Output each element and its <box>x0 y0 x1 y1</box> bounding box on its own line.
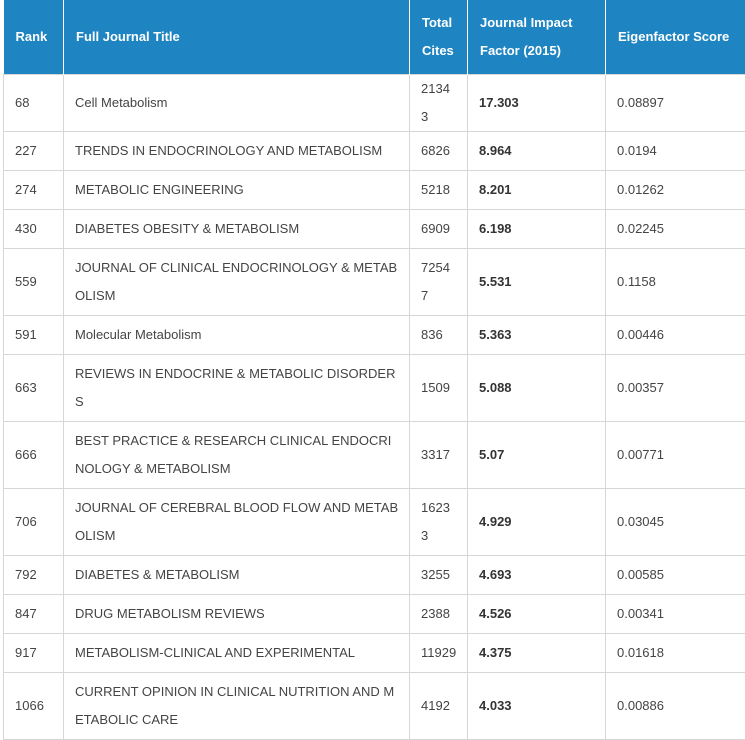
table-row: 274 METABOLIC ENGINEERING 5218 8.201 0.0… <box>4 171 745 210</box>
cell-cites: 5218 <box>410 171 468 210</box>
cell-rank: 68 <box>4 75 64 132</box>
cell-cites: 3255 <box>410 556 468 595</box>
cell-eigen: 0.00357 <box>606 355 745 422</box>
cell-cites: 2388 <box>410 595 468 634</box>
table-row: 559 JOURNAL OF CLINICAL ENDOCRINOLOGY & … <box>4 249 745 316</box>
cell-cites: 72547 <box>410 249 468 316</box>
cell-rank: 591 <box>4 316 64 355</box>
cell-cites: 1509 <box>410 355 468 422</box>
table-row: 706 JOURNAL OF CEREBRAL BLOOD FLOW AND M… <box>4 489 745 556</box>
col-header-rank: Rank <box>4 0 64 75</box>
table-row: 68 Cell Metabolism 21343 17.303 0.08897 <box>4 75 745 132</box>
table-row: 227 TRENDS IN ENDOCRINOLOGY AND METABOLI… <box>4 132 745 171</box>
cell-cites: 11929 <box>410 634 468 673</box>
cell-jif: 8.964 <box>468 132 606 171</box>
col-header-title: Full Journal Title <box>64 0 410 75</box>
cell-cites: 16233 <box>410 489 468 556</box>
cell-title: DRUG METABOLISM REVIEWS <box>64 595 410 634</box>
cell-rank: 847 <box>4 595 64 634</box>
cell-eigen: 0.1158 <box>606 249 745 316</box>
cell-rank: 917 <box>4 634 64 673</box>
table-row: 430 DIABETES OBESITY & METABOLISM 6909 6… <box>4 210 745 249</box>
table-row: 666 BEST PRACTICE & RESEARCH CLINICAL EN… <box>4 422 745 489</box>
cell-eigen: 0.00585 <box>606 556 745 595</box>
cell-rank: 274 <box>4 171 64 210</box>
table-row: 917 METABOLISM-CLINICAL AND EXPERIMENTAL… <box>4 634 745 673</box>
cell-jif: 5.07 <box>468 422 606 489</box>
cell-rank: 663 <box>4 355 64 422</box>
cell-eigen: 0.0194 <box>606 132 745 171</box>
cell-title: Molecular Metabolism <box>64 316 410 355</box>
cell-title: REVIEWS IN ENDOCRINE & METABOLIC DISORDE… <box>64 355 410 422</box>
col-header-cites: Total Cites <box>410 0 468 75</box>
cell-rank: 430 <box>4 210 64 249</box>
table-row: 847 DRUG METABOLISM REVIEWS 2388 4.526 0… <box>4 595 745 634</box>
cell-title: DIABETES OBESITY & METABOLISM <box>64 210 410 249</box>
cell-title: Cell Metabolism <box>64 75 410 132</box>
cell-title: JOURNAL OF CEREBRAL BLOOD FLOW AND METAB… <box>64 489 410 556</box>
cell-rank: 1066 <box>4 673 64 740</box>
journal-table: Rank Full Journal Title Total Cites Jour… <box>3 0 745 740</box>
cell-cites: 836 <box>410 316 468 355</box>
cell-jif: 4.526 <box>468 595 606 634</box>
cell-jif: 5.088 <box>468 355 606 422</box>
table-row: 591 Molecular Metabolism 836 5.363 0.004… <box>4 316 745 355</box>
cell-jif: 4.033 <box>468 673 606 740</box>
cell-eigen: 0.03045 <box>606 489 745 556</box>
cell-jif: 4.929 <box>468 489 606 556</box>
table-row: 1066 CURRENT OPINION IN CLINICAL NUTRITI… <box>4 673 745 740</box>
cell-cites: 4192 <box>410 673 468 740</box>
cell-jif: 4.693 <box>468 556 606 595</box>
cell-rank: 559 <box>4 249 64 316</box>
table-header-row: Rank Full Journal Title Total Cites Jour… <box>4 0 745 75</box>
cell-jif: 6.198 <box>468 210 606 249</box>
cell-eigen: 0.01262 <box>606 171 745 210</box>
cell-eigen: 0.00886 <box>606 673 745 740</box>
cell-cites: 3317 <box>410 422 468 489</box>
cell-rank: 666 <box>4 422 64 489</box>
cell-rank: 792 <box>4 556 64 595</box>
cell-eigen: 0.02245 <box>606 210 745 249</box>
cell-title: TRENDS IN ENDOCRINOLOGY AND METABOLISM <box>64 132 410 171</box>
cell-eigen: 0.00341 <box>606 595 745 634</box>
cell-jif: 17.303 <box>468 75 606 132</box>
cell-jif: 8.201 <box>468 171 606 210</box>
cell-cites: 6909 <box>410 210 468 249</box>
cell-title: JOURNAL OF CLINICAL ENDOCRINOLOGY & META… <box>64 249 410 316</box>
cell-title: CURRENT OPINION IN CLINICAL NUTRITION AN… <box>64 673 410 740</box>
cell-jif: 5.363 <box>468 316 606 355</box>
col-header-eigen: Eigenfactor Score <box>606 0 745 75</box>
cell-title: METABOLIC ENGINEERING <box>64 171 410 210</box>
cell-cites: 6826 <box>410 132 468 171</box>
cell-eigen: 0.00771 <box>606 422 745 489</box>
cell-eigen: 0.01618 <box>606 634 745 673</box>
col-header-jif: Journal Impact Factor (2015) <box>468 0 606 75</box>
cell-rank: 706 <box>4 489 64 556</box>
cell-eigen: 0.08897 <box>606 75 745 132</box>
cell-rank: 227 <box>4 132 64 171</box>
cell-jif: 4.375 <box>468 634 606 673</box>
cell-jif: 5.531 <box>468 249 606 316</box>
cell-cites: 21343 <box>410 75 468 132</box>
cell-eigen: 0.00446 <box>606 316 745 355</box>
cell-title: METABOLISM-CLINICAL AND EXPERIMENTAL <box>64 634 410 673</box>
table-row: 792 DIABETES & METABOLISM 3255 4.693 0.0… <box>4 556 745 595</box>
cell-title: DIABETES & METABOLISM <box>64 556 410 595</box>
cell-title: BEST PRACTICE & RESEARCH CLINICAL ENDOCR… <box>64 422 410 489</box>
table-row: 663 REVIEWS IN ENDOCRINE & METABOLIC DIS… <box>4 355 745 422</box>
